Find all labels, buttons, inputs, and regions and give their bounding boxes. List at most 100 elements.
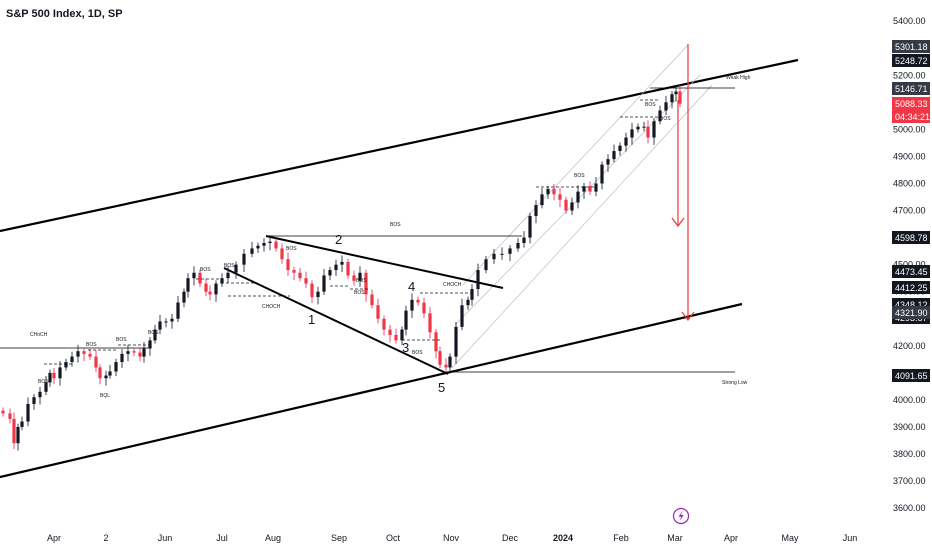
candle — [220, 273, 224, 287]
chart-title: S&P 500 Index, 1D, SP — [6, 8, 123, 20]
candle — [352, 270, 356, 286]
structure-label: BOS — [148, 330, 159, 336]
y-tick-label: 4800.00 — [893, 179, 926, 189]
price-badge — [892, 281, 930, 294]
candle — [58, 360, 62, 386]
wave-label-3: 3 — [402, 340, 409, 355]
structure-label: BOS — [200, 267, 211, 273]
candle — [64, 358, 68, 371]
structure-labels: CHoCH BOS BOS BOS BOS BOS BQL BOS BOS CHOCH BOS BOS… — [30, 75, 751, 399]
y-tick-label: 3700.00 — [893, 476, 926, 486]
price-badge — [892, 231, 930, 244]
structure-label: CHoCH — [30, 332, 48, 338]
candle — [328, 266, 332, 281]
structure-label: BOS — [116, 337, 127, 343]
candle — [44, 375, 48, 396]
candle — [540, 187, 544, 209]
price-badges: 5301.18 5248.72 5146.71 5088.33 04:34:21 4598… — [892, 40, 930, 382]
candle — [516, 238, 520, 252]
candle — [298, 267, 302, 282]
y-tick-label: 4900.00 — [893, 151, 926, 161]
price-badge-label: 4348.12 — [895, 300, 928, 310]
candle — [400, 326, 404, 345]
y-tick-label: 3900.00 — [893, 422, 926, 432]
wedge-lower-line — [223, 267, 449, 375]
candle — [674, 86, 678, 102]
candle — [636, 123, 640, 133]
y-tick-label: 4700.00 — [893, 206, 926, 216]
candle — [576, 185, 580, 209]
y-tick-label: 5400.00 — [893, 16, 926, 26]
wave-label-2: 2 — [335, 232, 342, 247]
candle — [508, 245, 512, 262]
candle — [388, 324, 392, 343]
candle — [94, 350, 98, 373]
candle — [624, 132, 628, 152]
candle — [280, 243, 284, 264]
candle — [32, 393, 36, 410]
price-badge-label: 4321.90 — [895, 308, 928, 318]
candle — [88, 349, 92, 360]
x-tick-label: Apr — [47, 533, 61, 543]
lightning-icon[interactable] — [672, 507, 690, 525]
candle — [262, 238, 266, 252]
candle — [558, 187, 562, 208]
candle — [126, 344, 130, 362]
candle — [8, 408, 12, 424]
candle — [192, 266, 196, 286]
candle — [642, 121, 646, 132]
candle — [546, 185, 550, 199]
candle — [334, 259, 338, 277]
price-badge — [892, 306, 930, 319]
short-arrow-head — [671, 217, 685, 227]
x-tick-label: Aug — [265, 533, 281, 543]
candle — [346, 258, 350, 279]
candle — [274, 238, 278, 252]
candle — [438, 346, 442, 368]
candle — [394, 328, 398, 344]
time-axis[interactable]: Apr 2 Jun Jul Aug Sep Oct Nov Dec 2024 Feb Mar Apr Ma… — [47, 533, 857, 543]
candle — [466, 296, 470, 310]
strong-low-label: Strong Low — [722, 380, 748, 386]
candle — [186, 273, 190, 298]
price-badge-label: 4412.25 — [895, 283, 928, 293]
candle — [138, 347, 142, 362]
candle — [1, 407, 5, 417]
candle — [470, 284, 474, 306]
structure-label: BOS — [354, 290, 365, 296]
candle — [364, 269, 368, 302]
candle — [646, 120, 650, 144]
candle — [670, 90, 674, 109]
x-tick-label: Sep — [331, 533, 347, 543]
candle — [570, 197, 574, 216]
price-badge-label: 4598.78 — [895, 233, 928, 243]
candle — [204, 278, 208, 297]
candle — [460, 298, 464, 331]
structure-label: BOS — [574, 173, 585, 179]
candle — [358, 266, 362, 287]
price-badge — [892, 82, 930, 95]
candle — [664, 95, 668, 116]
candle — [618, 142, 622, 156]
price-badge-label: 5301.18 — [895, 42, 928, 52]
candle — [376, 298, 380, 324]
candle — [26, 397, 30, 427]
candle — [153, 324, 157, 344]
candle — [214, 280, 218, 302]
projection-arrows — [671, 44, 695, 321]
candle — [600, 161, 604, 190]
candle — [416, 296, 420, 306]
candle — [108, 365, 112, 379]
candle — [12, 412, 16, 450]
structure-label: BOS — [645, 102, 656, 108]
price-badge-label: 5088.33 — [895, 99, 928, 109]
candle — [434, 329, 438, 359]
inner-channel-lower — [451, 84, 713, 369]
x-tick-label: Dec — [502, 533, 519, 543]
candle — [114, 358, 118, 377]
candle — [234, 261, 238, 279]
candle — [522, 231, 526, 248]
candle — [410, 293, 414, 318]
price-badge — [892, 40, 930, 53]
